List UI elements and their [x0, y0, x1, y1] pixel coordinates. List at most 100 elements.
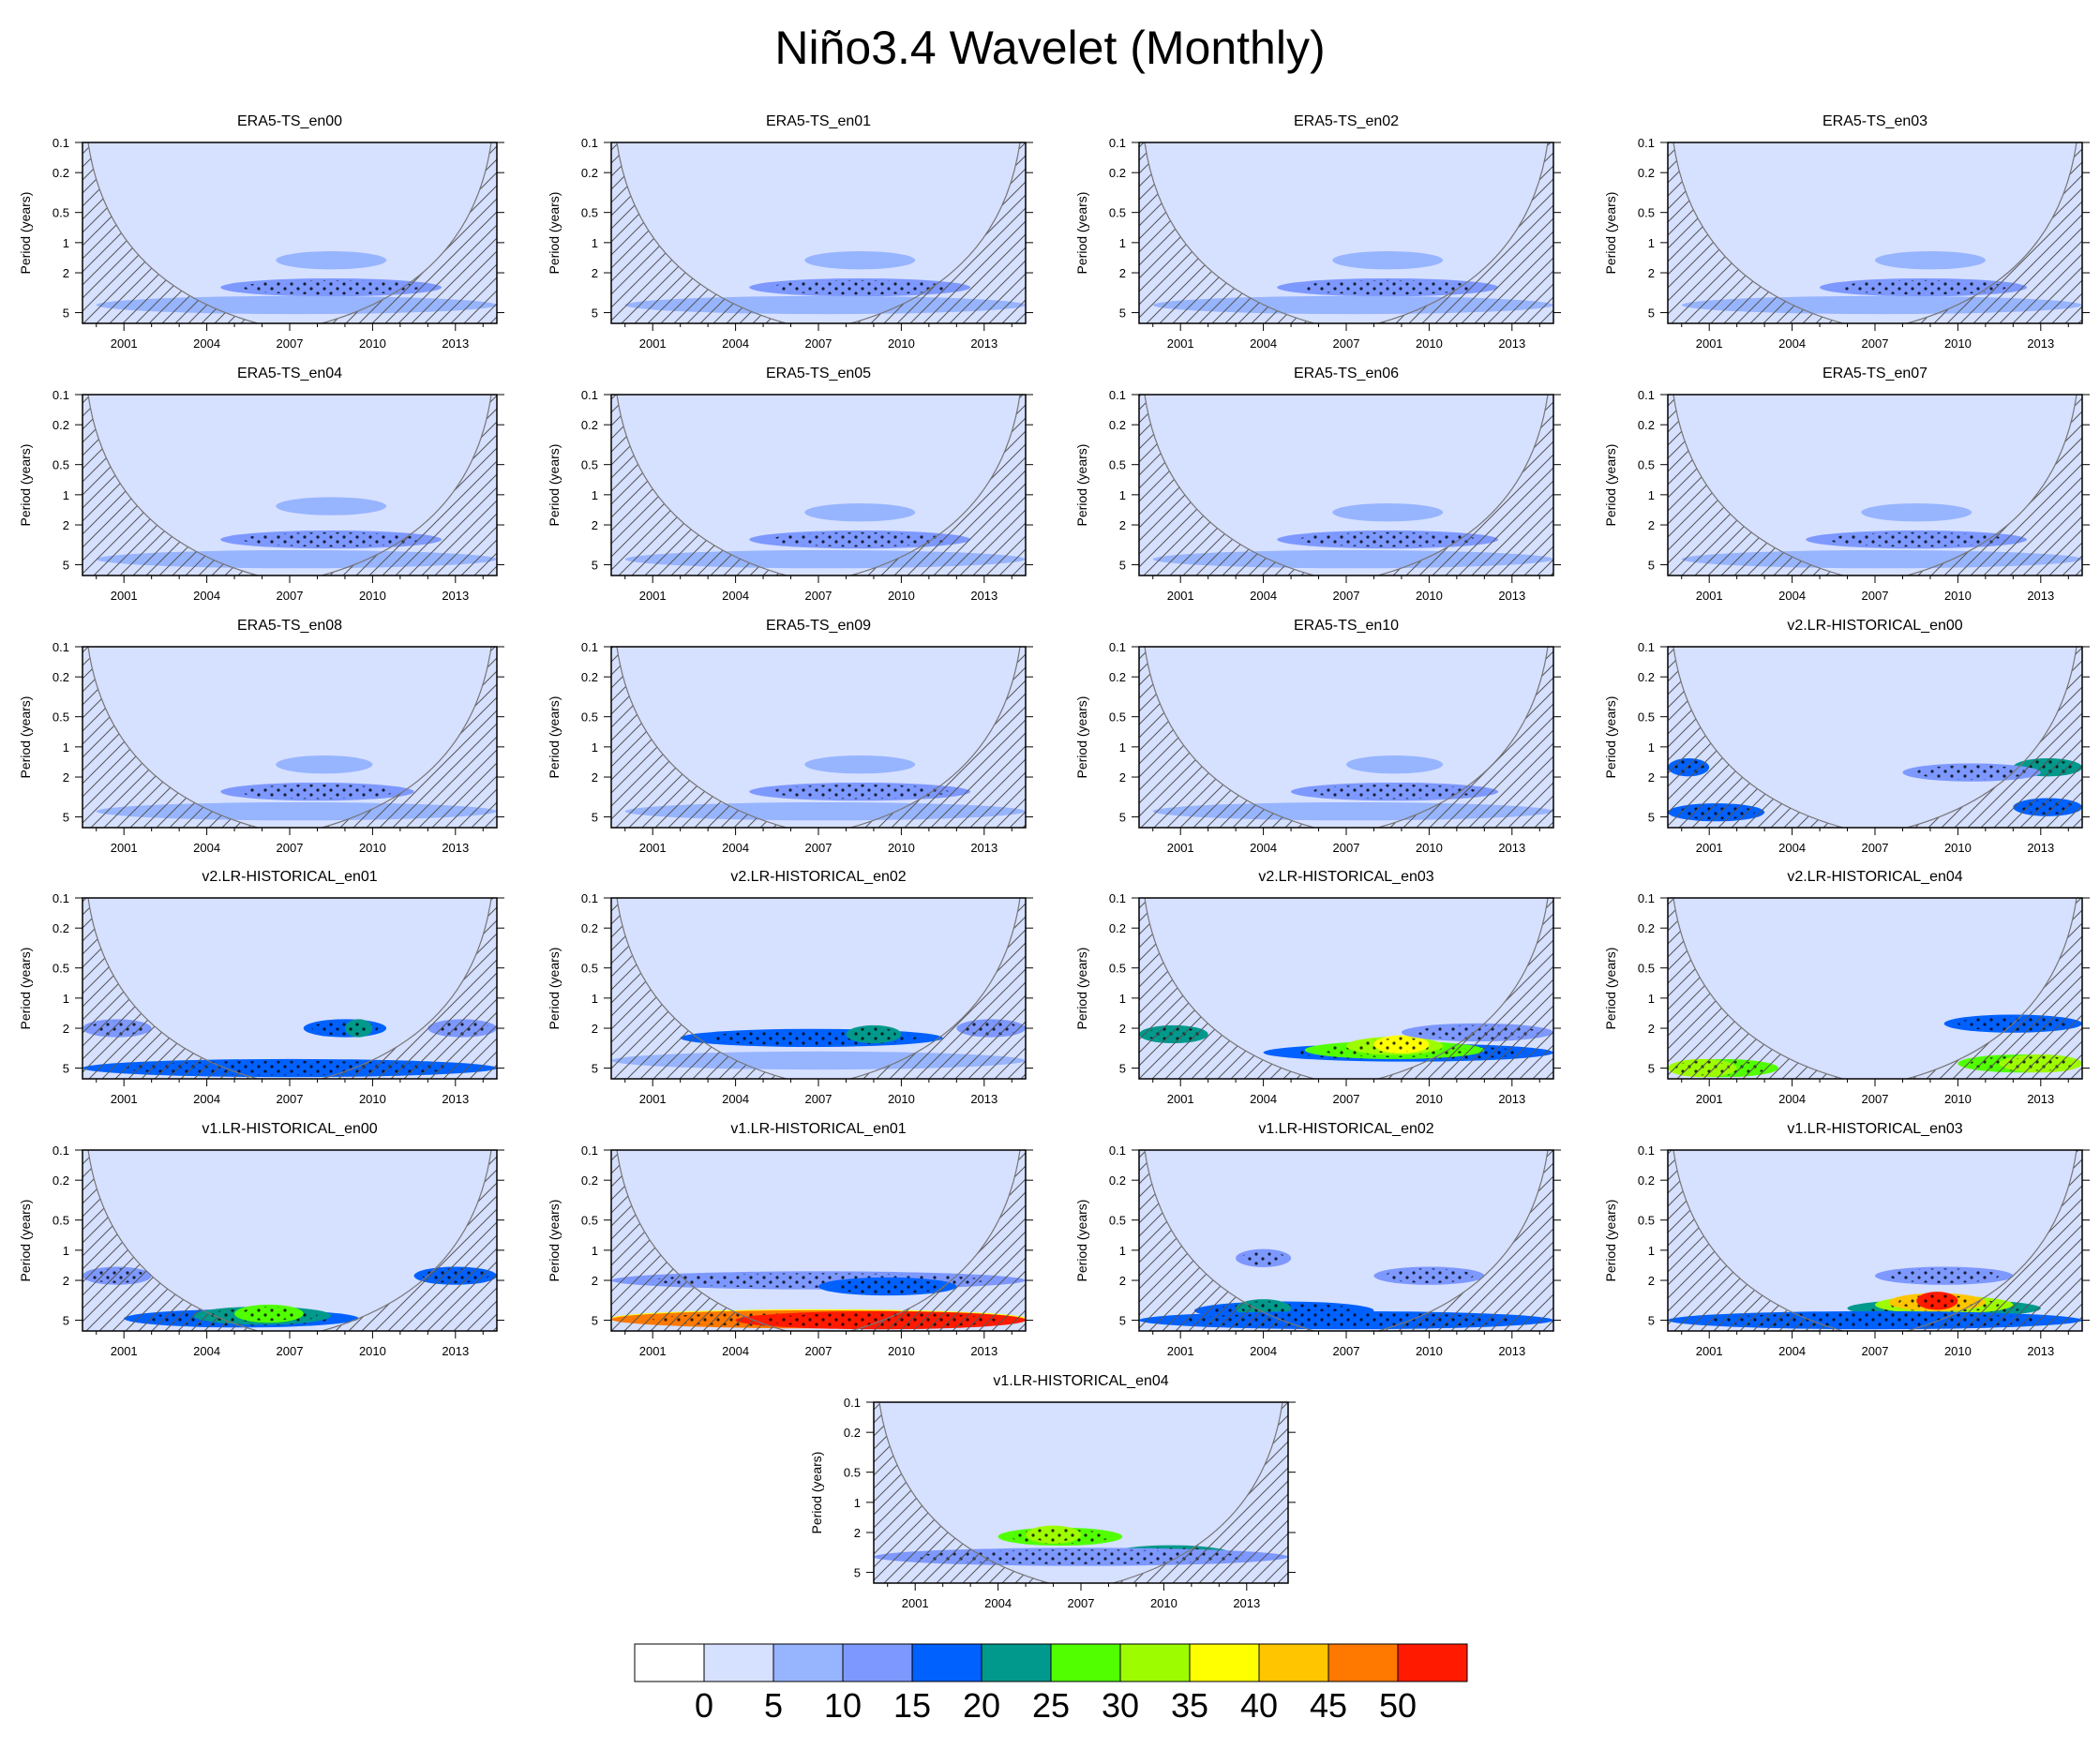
y-tick-label: 2 [1648, 518, 1655, 532]
x-tick-label: 2013 [970, 841, 998, 855]
y-tick-label: 5 [1648, 306, 1655, 321]
y-tick-label: 0.2 [1638, 418, 1655, 432]
y-tick-label: 0.2 [1109, 166, 1126, 180]
panel-ERA5-TS_en07: ERA5-TS_en07 0.1 0.2 0.5 1 2 5 Period (years) 20… [1603, 366, 2090, 603]
panel-title: ERA5-TS_en00 [237, 113, 342, 129]
panel-title: ERA5-TS_en01 [766, 113, 871, 129]
y-tick-label: 0.5 [1638, 206, 1655, 220]
y-tick-label: 2 [1119, 1274, 1126, 1288]
y-tick-label: 0.2 [52, 670, 69, 684]
panel-v1.LR-HISTORICAL_en01: v1.LR-HISTORICAL_en01 0.1 0.2 0.5 1 2 5 Period … [547, 1121, 1033, 1358]
coi-curve [87, 142, 492, 323]
y-tick-label: 5 [1648, 1314, 1655, 1328]
y-tick-label: 2 [1648, 1274, 1655, 1288]
cone-of-influence [1668, 395, 2082, 576]
y-tick-label: 2 [63, 266, 69, 280]
cone-of-influence [1139, 1150, 1553, 1331]
y-tick-label: 0.5 [1109, 206, 1126, 220]
colorbar-swatch [703, 1643, 774, 1682]
coi-curve [1144, 647, 1549, 828]
y-tick-label: 0.2 [1638, 670, 1655, 684]
y-tick-label: 0.5 [52, 1214, 69, 1228]
colorbar-label: 0 [695, 1686, 713, 1725]
y-tick-label: 2 [592, 1022, 598, 1036]
x-tick-label: 2013 [1498, 336, 1525, 351]
power-blob-1 [804, 755, 916, 774]
x-tick-label: 2013 [2027, 1092, 2054, 1106]
x-tick-label: 2004 [1250, 589, 1277, 603]
panel-title: v1.LR-HISTORICAL_en02 [1258, 1121, 1433, 1137]
y-axis-label: Period (years) [1603, 444, 1618, 527]
y-tick-label: 0.1 [1109, 640, 1126, 654]
y-tick-label: 0.5 [52, 710, 69, 725]
y-tick-label: 0.2 [1109, 921, 1126, 935]
x-tick-label: 2001 [111, 1344, 138, 1358]
x-tick-label: 2007 [805, 589, 832, 603]
y-tick-label: 0.2 [581, 1173, 598, 1188]
y-tick-label: 0.1 [1638, 640, 1655, 654]
y-tick-label: 2 [854, 1526, 861, 1540]
y-tick-label: 0.5 [52, 458, 69, 472]
coi-curve [1672, 1150, 2078, 1331]
panel-title: ERA5-TS_en05 [766, 366, 871, 381]
y-tick-label: 5 [1119, 1314, 1126, 1328]
y-tick-label: 2 [592, 1274, 598, 1288]
panel-title: v1.LR-HISTORICAL_en03 [1787, 1121, 1962, 1137]
coi-curve [1144, 898, 1549, 1079]
y-tick-label: 5 [63, 1314, 69, 1328]
x-tick-label: 2013 [1498, 1344, 1525, 1358]
panel-v2.LR-HISTORICAL_en00: v2.LR-HISTORICAL_en00 0.1 0.2 0.5 1 2 5 Period … [1603, 618, 2090, 855]
x-tick-label: 2013 [1498, 589, 1525, 603]
y-tick-label: 1 [1119, 488, 1126, 502]
x-tick-label: 2004 [1778, 1092, 1806, 1106]
x-tick-label: 2004 [193, 1092, 220, 1106]
y-tick-label: 5 [1119, 306, 1126, 321]
power-blob-1 [804, 251, 916, 270]
x-tick-label: 2001 [1167, 1092, 1194, 1106]
y-tick-label: 0.1 [1109, 1144, 1126, 1158]
colorbar-label: 40 [1240, 1686, 1278, 1725]
x-tick-label: 2007 [1333, 1092, 1360, 1106]
y-tick-label: 0.5 [52, 962, 69, 976]
colorbar-swatch [1328, 1643, 1399, 1682]
power-blob-1 [804, 503, 916, 522]
y-tick-label: 0.1 [52, 640, 69, 654]
y-tick-label: 2 [592, 518, 598, 532]
y-tick-label: 0.2 [1109, 670, 1126, 684]
y-tick-label: 5 [592, 1314, 598, 1328]
x-tick-label: 2001 [1167, 1344, 1194, 1358]
colorbar-swatch [981, 1643, 1052, 1682]
y-tick-label: 0.1 [581, 891, 598, 905]
cone-of-influence [1139, 647, 1553, 828]
x-tick-label: 2013 [442, 589, 469, 603]
panel-v2.LR-HISTORICAL_en01: v2.LR-HISTORICAL_en01 0.1 0.2 0.5 1 2 5 Period … [18, 869, 504, 1106]
significance-stipple-0 [771, 531, 949, 547]
x-tick-label: 2001 [111, 336, 138, 351]
y-tick-label: 5 [592, 1062, 598, 1076]
y-axis-label: Period (years) [809, 1452, 824, 1534]
x-tick-label: 2004 [193, 336, 220, 351]
y-tick-label: 2 [1119, 1022, 1126, 1036]
panel-v2.LR-HISTORICAL_en04: v2.LR-HISTORICAL_en04 0.1 0.2 0.5 1 2 5 Period … [1603, 869, 2090, 1106]
y-tick-label: 1 [1119, 236, 1126, 250]
significance-stipple-3 [1920, 1293, 1954, 1308]
y-tick-label: 1 [1119, 1244, 1126, 1258]
y-axis-label: Period (years) [1603, 192, 1618, 275]
x-tick-label: 2013 [970, 1092, 998, 1106]
significance-stipple-0 [1312, 784, 1478, 800]
cone-of-influence [1668, 142, 2082, 323]
y-tick-label: 5 [854, 1566, 861, 1580]
panel-v1.LR-HISTORICAL_en04: v1.LR-HISTORICAL_en04 0.1 0.2 0.5 1 2 5 Period … [809, 1373, 1296, 1610]
x-tick-label: 2001 [111, 589, 138, 603]
y-tick-label: 1 [1648, 488, 1655, 502]
coi-curve [616, 647, 1021, 828]
y-tick-label: 1 [592, 992, 598, 1006]
x-tick-label: 2001 [1167, 841, 1194, 855]
x-tick-label: 2004 [722, 589, 749, 603]
significance-stipple-4 [1916, 765, 2028, 780]
x-tick-label: 2010 [359, 841, 386, 855]
y-tick-label: 1 [63, 488, 69, 502]
y-axis-label: Period (years) [18, 192, 33, 275]
cone-of-influence [611, 898, 1026, 1079]
